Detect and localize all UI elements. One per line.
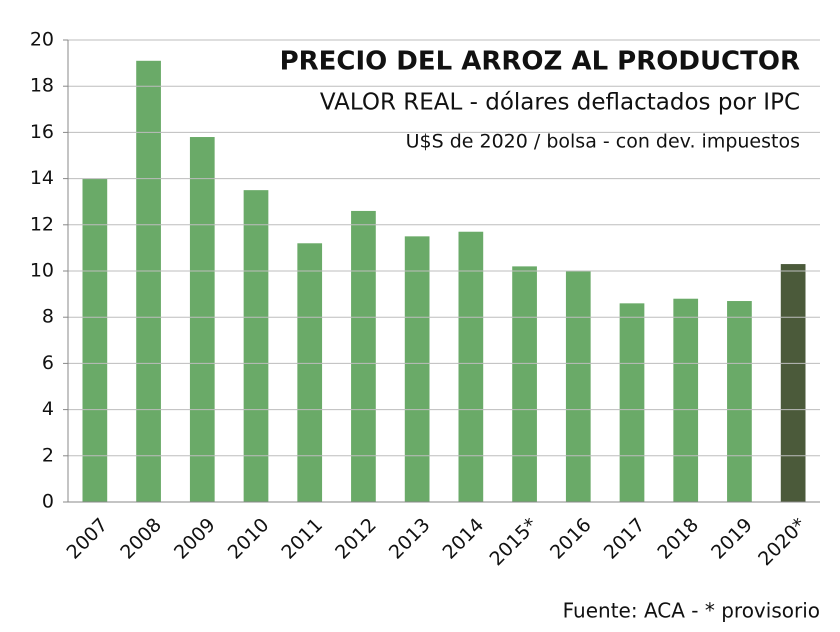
bar (565, 271, 591, 502)
x-tick-label: 2011 (277, 514, 327, 564)
y-tick-label: 10 (30, 260, 54, 282)
bar (404, 236, 430, 502)
y-tick-label: 0 (42, 491, 54, 513)
chart-subtitle: U$S de 2020 / bolsa - con dev. impuestos (406, 131, 800, 153)
bar (351, 210, 376, 502)
x-tick-label: 2019 (707, 514, 757, 564)
y-tick-label: 4 (42, 398, 54, 420)
chart-subtitle: VALOR REAL - dólares deflactados por IPC (320, 90, 800, 116)
y-tick-label: 14 (30, 167, 54, 189)
x-tick-label: 2008 (116, 514, 166, 564)
x-tick-label: 2010 (224, 514, 274, 564)
bar (136, 60, 161, 502)
x-tick-label: 2014 (439, 514, 489, 564)
bar (82, 178, 108, 502)
bar (727, 301, 752, 502)
bar (512, 266, 537, 502)
x-tick-label: 2016 (546, 514, 596, 564)
x-tick-label: 2017 (600, 514, 650, 564)
y-tick-label: 6 (42, 352, 54, 374)
x-tick-label: 2009 (170, 514, 220, 564)
bar (673, 298, 699, 502)
source-note: Fuente: ACA - * provisorio (563, 599, 820, 623)
bar (619, 303, 645, 502)
y-tick-label: 8 (42, 306, 54, 328)
x-tick-label: 2020* (754, 514, 810, 570)
y-tick-label: 2 (42, 444, 54, 466)
chart-title: PRECIO DEL ARROZ AL PRODUCTOR (280, 47, 800, 77)
y-tick-label: 12 (30, 213, 54, 235)
bar (297, 243, 323, 502)
bar (189, 137, 215, 502)
x-tick-label: 2015* (486, 514, 542, 570)
y-tick-label: 16 (30, 121, 54, 143)
x-tick-label: 2007 (63, 514, 113, 564)
x-tick-label: 2013 (385, 514, 435, 564)
axis-line (67, 40, 820, 503)
bar (243, 190, 269, 502)
y-tick-label: 18 (30, 75, 54, 97)
x-tick-label: 2012 (331, 514, 381, 564)
y-tick-label: 20 (30, 29, 54, 51)
bar (458, 231, 484, 503)
bar (780, 264, 806, 502)
x-tick-label: 2018 (653, 514, 703, 564)
